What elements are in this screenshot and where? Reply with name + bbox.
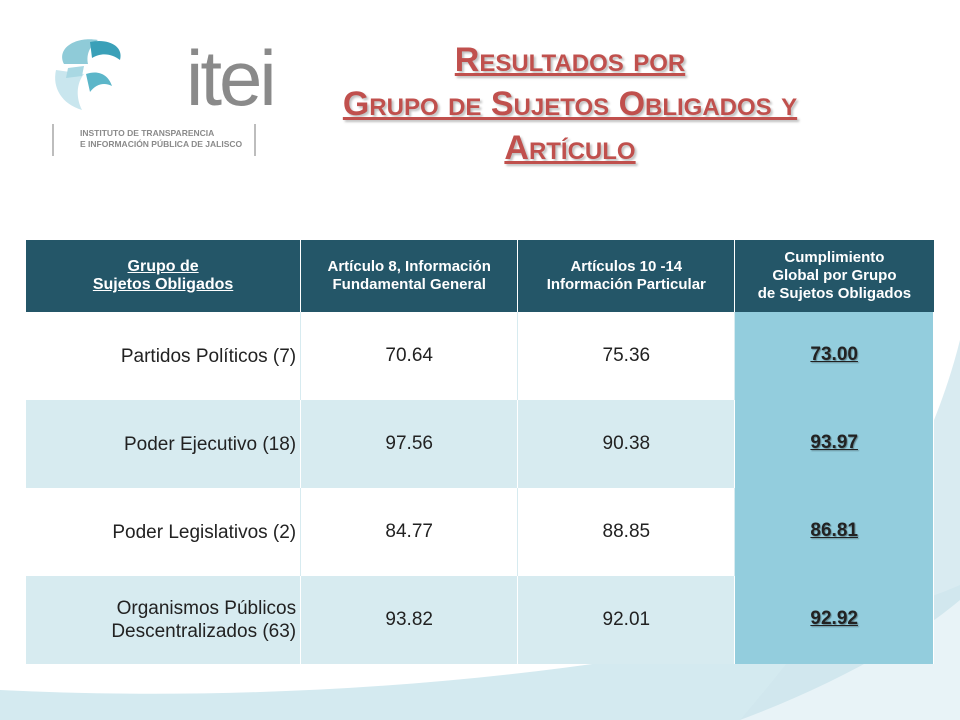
header-global-line2: Global por Grupo (772, 267, 897, 284)
header-global-line1: Cumplimiento (784, 249, 885, 266)
row-art8: 70.64 (300, 312, 519, 400)
row-global: 92.92 (734, 576, 934, 664)
row-name: Poder Legislativos (2) (26, 488, 302, 576)
table-row: Poder Ejecutivo (18) 97.56 90.38 93.97 (26, 400, 934, 488)
row-art10: 90.38 (517, 400, 736, 488)
header-art8: Artículo 8, Información Fundamental Gene… (300, 240, 519, 312)
row-name-line: Organismos Públicos (116, 598, 297, 619)
itei-logo: itei INSTITUTO DE TRANSPARENCIA E INFORM… (46, 28, 277, 163)
logo-divider-right (254, 124, 256, 156)
header-art8-line1: Artículo 8, Información (327, 258, 491, 275)
row-global: 93.97 (734, 400, 934, 488)
logo-subtitle-line2: E INFORMACIÓN PÚBLICA DE JALISCO (80, 139, 243, 149)
row-name: Partidos Políticos (7) (26, 312, 302, 400)
header-global-line3: de Sujetos Obligados (757, 285, 912, 302)
row-art10: 88.85 (517, 488, 736, 576)
row-name: Organismos Públicos Descentralizados (63… (26, 576, 302, 664)
row-art10: 92.01 (517, 576, 736, 664)
row-name-line: Poder Legislativos (2) (112, 521, 297, 543)
table-row: Organismos Públicos Descentralizados (63… (26, 576, 934, 664)
row-global: 86.81 (734, 488, 934, 576)
header-art8-line2: Fundamental General (332, 276, 486, 293)
header-art10-line2: Información Particular (546, 276, 706, 293)
header-art10-line1: Artículos 10 -14 (570, 258, 683, 275)
row-global: 73.00 (734, 312, 934, 400)
row-art8: 84.77 (300, 488, 519, 576)
row-art8: 93.82 (300, 576, 519, 664)
title-line2: Grupo de Sujetos Obligados y (342, 85, 798, 123)
row-name-line: Descentralizados (63) (111, 621, 297, 642)
title-line1: Resultados por (454, 41, 686, 79)
header-group: Grupo de Sujetos Obligados (26, 240, 302, 312)
page-title: Resultados por Grupo de Sujetos Obligado… (270, 38, 870, 170)
row-art10: 75.36 (517, 312, 736, 400)
title-line3: Artículo (504, 129, 636, 167)
table-header-row: Grupo de Sujetos Obligados Artículo 8, I… (26, 240, 934, 312)
logo-subtitle: INSTITUTO DE TRANSPARENCIA E INFORMACIÓN… (80, 128, 260, 150)
row-name-line: Partidos Políticos (7) (120, 345, 297, 367)
table-row: Poder Legislativos (2) 84.77 88.85 86.81 (26, 488, 934, 576)
header-group-line2: Sujetos Obligados (92, 276, 234, 293)
logo-divider-left (52, 124, 54, 156)
logo-mark-icon (55, 39, 121, 110)
row-name: Poder Ejecutivo (18) (26, 400, 302, 488)
table-row: Partidos Políticos (7) 70.64 75.36 73.00 (26, 312, 934, 400)
header-group-line1: Grupo de (127, 258, 199, 275)
row-name-line: Poder Ejecutivo (18) (123, 433, 297, 455)
logo-subtitle-line1: INSTITUTO DE TRANSPARENCIA (80, 128, 215, 138)
results-table: Grupo de Sujetos Obligados Artículo 8, I… (26, 240, 934, 664)
header-global: Cumplimiento Global por Grupo de Sujetos… (734, 240, 934, 312)
logo-word: itei (186, 34, 277, 122)
row-art8: 97.56 (300, 400, 519, 488)
header-art10: Artículos 10 -14 Información Particular (517, 240, 736, 312)
